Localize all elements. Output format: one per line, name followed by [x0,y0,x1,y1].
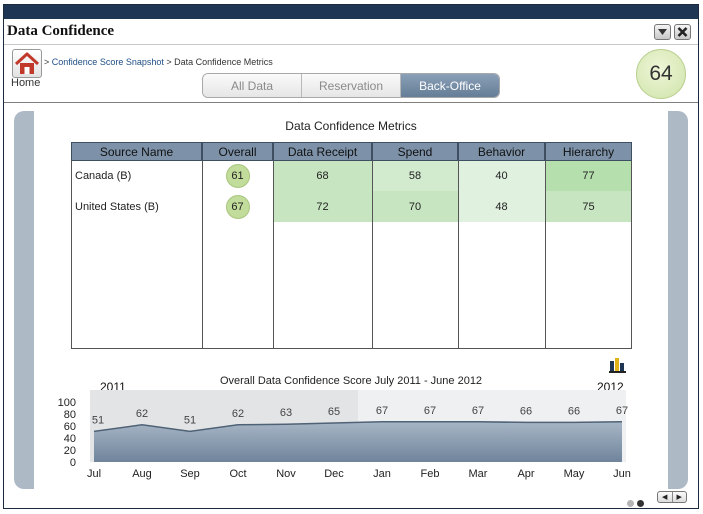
x-tick-label: Nov [276,468,296,480]
table-cell-source-name[interactable]: Canada (B) [75,170,132,182]
score-area [94,421,622,462]
data-label: 62 [136,408,148,420]
data-label: 67 [472,405,484,417]
column-divider [202,161,203,349]
breadcrumb-separator: > [44,57,50,67]
data-label: 66 [568,405,580,417]
home-button[interactable] [12,49,42,78]
pager-dot[interactable] [627,500,634,507]
pager-dots [627,494,647,512]
x-tick-label: Oct [229,468,246,480]
window-title: Data Confidence [7,23,115,39]
close-icon [677,27,688,37]
data-label: 51 [92,414,104,426]
table-body [71,161,632,349]
table-cell-data-receipt[interactable]: 72 [273,191,372,222]
breadcrumb-current: Data Confidence Metrics [174,57,273,67]
tab-back-office[interactable]: Back-Office [401,74,499,97]
table-cell-data-receipt[interactable]: 68 [273,161,372,191]
column-header-spend[interactable]: Spend [372,142,458,161]
y-tick-label: 80 [64,409,76,421]
data-label: 51 [184,414,196,426]
column-header-hierarchy[interactable]: Hierarchy [545,142,632,161]
overall-score-dot: 61 [225,164,250,188]
x-tick-label: May [564,468,585,480]
chart-title: Overall Data Confidence Score July 2011 … [219,375,483,387]
overall-score-dot: 67 [225,194,250,219]
arrow-right-icon[interactable]: ▶ [676,494,682,501]
y-tick-label: 20 [64,445,76,457]
column-header-source-name[interactable]: Source Name [71,142,202,161]
table-cell-overall[interactable]: 61 [202,161,273,191]
data-label: 63 [280,407,292,419]
data-label: 65 [328,406,340,418]
x-tick-label: Jun [613,468,631,480]
title-strip [4,5,698,19]
x-tick-label: Mar [469,468,488,480]
data-tabs: All Data Reservation Back-Office [202,73,500,98]
tab-all-data[interactable]: All Data [203,74,302,97]
breadcrumb: > Confidence Score Snapshot > Data Confi… [44,57,273,67]
table-cell-spend[interactable]: 70 [372,191,458,222]
title-divider [4,44,698,45]
table-cell-overall[interactable]: 67 [202,191,273,222]
table-cell-behavior[interactable]: 40 [458,161,545,191]
x-tick-label: Feb [421,468,440,480]
data-label: 62 [232,408,244,420]
chevron-down-icon [658,29,667,35]
content-panel: Data Confidence Metrics Source Name Over… [14,111,688,489]
pager-dot-active[interactable] [637,500,644,507]
page-nav: ◀ ▶ [657,491,687,503]
data-label: 67 [424,405,436,417]
y-tick-label: 0 [70,457,76,469]
table-cell-spend[interactable]: 58 [372,161,458,191]
table-cell-hierarchy[interactable]: 75 [545,191,632,222]
table-cell-behavior[interactable]: 48 [458,191,545,222]
column-header-overall[interactable]: Overall [202,142,273,161]
content-divider [4,102,698,103]
content-panel-inner: Data Confidence Metrics Source Name Over… [34,111,668,489]
x-tick-label: Sep [180,468,200,480]
score-line [93,421,623,433]
column-divider [372,161,373,349]
x-tick-label: Jan [373,468,391,480]
metrics-title: Data Confidence Metrics [285,119,417,133]
data-label: 67 [616,405,628,417]
home-icon [14,52,40,74]
y-tick-label: 40 [64,433,76,445]
tab-reservation[interactable]: Reservation [302,74,401,97]
data-label: 67 [376,405,388,417]
home-label: Home [11,77,41,89]
y-tick-label: 60 [64,421,76,433]
x-tick-label: Apr [517,468,534,480]
data-label: 66 [520,405,532,417]
metrics-table: Source Name Overall Data Receipt Spend B… [71,142,632,349]
column-divider [273,161,274,349]
table-cell-source-name[interactable]: United States (B) [75,200,159,213]
column-divider [458,161,459,349]
x-tick-label: Dec [324,468,344,480]
app-window: Data Confidence Home > Confidence Score … [3,4,699,509]
close-button[interactable] [674,24,691,40]
column-header-data-receipt[interactable]: Data Receipt [273,142,372,161]
bar-chart-icon[interactable] [609,358,626,373]
column-divider [545,161,546,349]
breadcrumb-separator: > [166,57,172,67]
breadcrumb-link[interactable]: Confidence Score Snapshot [51,57,164,67]
score-badge: 64 [636,49,686,99]
table-cell-hierarchy[interactable]: 77 [545,161,632,191]
y-tick-label: 100 [58,397,76,409]
x-tick-label: Aug [132,468,152,480]
x-tick-label: Jul [87,468,101,480]
minimize-button[interactable] [654,24,671,40]
column-header-behavior[interactable]: Behavior [458,142,545,161]
arrow-left-icon[interactable]: ◀ [658,492,673,502]
